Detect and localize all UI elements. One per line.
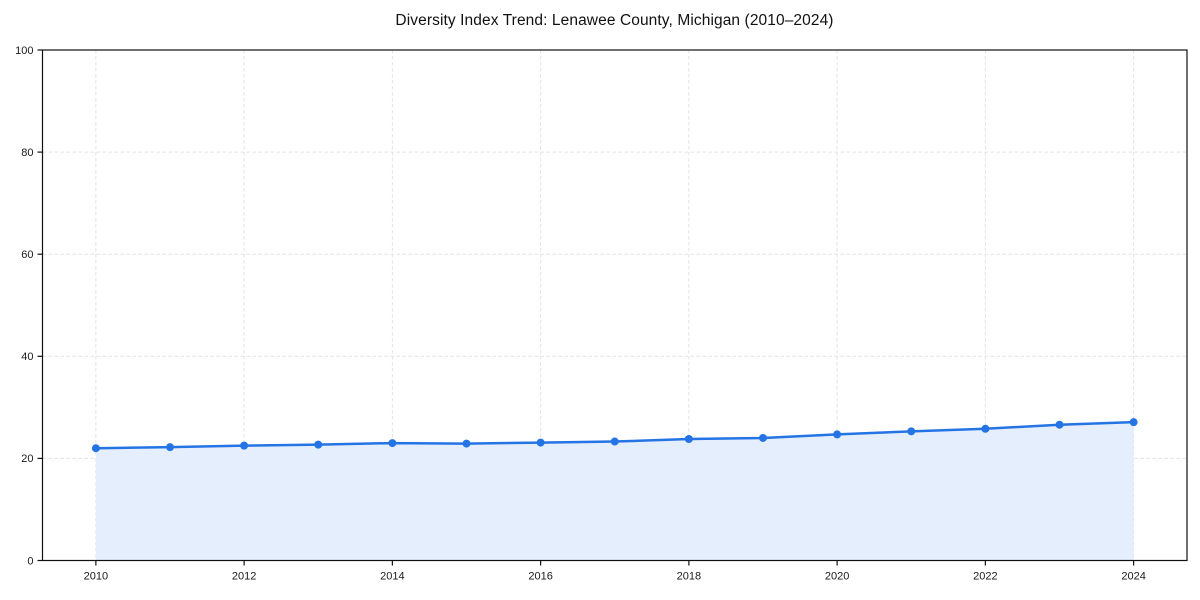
data-point-2016	[536, 438, 545, 447]
data-point-2022	[981, 424, 990, 433]
x-tick-label-2020: 2020	[825, 571, 849, 583]
data-point-2013	[314, 440, 323, 449]
data-point-2017	[610, 437, 619, 446]
data-point-2019	[759, 433, 768, 442]
plot-frame	[41, 49, 1188, 562]
x-tick-label-2016: 2016	[528, 571, 552, 583]
x-tick-label-2014: 2014	[380, 571, 404, 583]
chart-title: Diversity Index Trend: Lenawee County, M…	[395, 12, 834, 29]
x-tick-label-2010: 2010	[84, 571, 108, 583]
y-tick-label-20: 20	[21, 453, 33, 465]
data-point-2012	[240, 441, 249, 450]
series-area-fill	[95, 422, 1134, 561]
y-tick-label-0: 0	[27, 555, 33, 567]
x-tick-label-2022: 2022	[973, 571, 997, 583]
y-tick-label-40: 40	[21, 351, 33, 363]
x-tick-label-2024: 2024	[1121, 571, 1145, 583]
data-point-2011	[165, 443, 174, 452]
data-point-2021	[907, 427, 916, 436]
data-point-2024	[1129, 418, 1138, 427]
data-point-2020	[833, 430, 842, 439]
data-point-2015	[462, 439, 471, 448]
data-point-2014	[388, 439, 397, 448]
y-tick-label-60: 60	[21, 249, 33, 261]
x-tick-label-2018: 2018	[677, 571, 701, 583]
data-point-2023	[1055, 420, 1064, 429]
y-tick-label-80: 80	[21, 147, 33, 159]
data-point-2018	[684, 435, 693, 444]
x-tick-label-2012: 2012	[232, 571, 256, 583]
data-point-2010	[91, 444, 100, 453]
y-tick-label-100: 100	[15, 45, 33, 57]
